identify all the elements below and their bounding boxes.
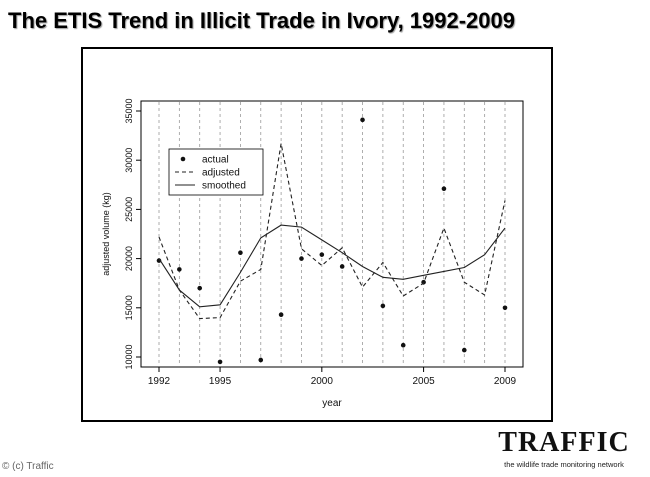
adjusted-series-line bbox=[158, 143, 506, 320]
legend-actual-symbol bbox=[180, 156, 186, 162]
actual-point bbox=[319, 252, 325, 257]
traffic-logo-word: TRAFFIC bbox=[498, 427, 630, 458]
actual-point bbox=[441, 186, 447, 192]
actual-point bbox=[278, 312, 284, 317]
actual-point bbox=[461, 347, 467, 353]
actual-point bbox=[400, 342, 406, 348]
actual-point bbox=[360, 117, 365, 123]
y-tick-label: 15000 bbox=[124, 295, 134, 320]
x-axis-label: year bbox=[322, 398, 342, 409]
actual-point bbox=[197, 285, 203, 291]
legend-adjusted-label: adjusted bbox=[202, 168, 240, 179]
plot-area-border bbox=[140, 100, 524, 368]
actual-point bbox=[380, 303, 386, 309]
actual-point bbox=[339, 264, 345, 269]
smoothed-series-line bbox=[158, 224, 506, 308]
y-tick-label: 10000 bbox=[124, 344, 134, 369]
actual-point bbox=[258, 357, 264, 363]
x-tick-label: 2005 bbox=[412, 376, 435, 387]
actual-point bbox=[177, 267, 182, 272]
copyright-notice: © (c) Traffic bbox=[2, 461, 54, 472]
x-tick-label: 2000 bbox=[311, 376, 334, 387]
actual-point bbox=[502, 305, 508, 311]
legend-actual-label: actual bbox=[202, 155, 229, 166]
actual-point bbox=[217, 359, 223, 365]
legend-smoothed-label: smoothed bbox=[202, 181, 246, 192]
y-tick-label: 25000 bbox=[124, 197, 134, 222]
slide-title: The ETIS Trend in Illicit Trade in Ivory… bbox=[8, 8, 515, 33]
x-tick-label: 2009 bbox=[494, 376, 517, 387]
actual-point bbox=[238, 250, 243, 255]
x-tick-label: 1995 bbox=[209, 376, 232, 387]
y-axis-label: adjusted volume (kg) bbox=[101, 192, 111, 276]
traffic-logo: TRAFFIC the wildlife trade monitoring ne… bbox=[488, 427, 640, 470]
actual-point bbox=[299, 256, 304, 261]
x-tick-label: 1992 bbox=[148, 376, 171, 387]
ivory-trade-chart: 1992 1995 2000 2005 2009 10000 15000 20000 25000… bbox=[101, 98, 524, 409]
y-tick-label: 30000 bbox=[124, 148, 134, 173]
y-tick-label: 35000 bbox=[124, 98, 134, 123]
y-tick-label: 20000 bbox=[124, 246, 134, 271]
chart-frame: 1992 1995 2000 2005 2009 10000 15000 20000 25000… bbox=[81, 47, 553, 422]
traffic-logo-tagline: the wildlife trade monitoring network bbox=[504, 460, 624, 469]
